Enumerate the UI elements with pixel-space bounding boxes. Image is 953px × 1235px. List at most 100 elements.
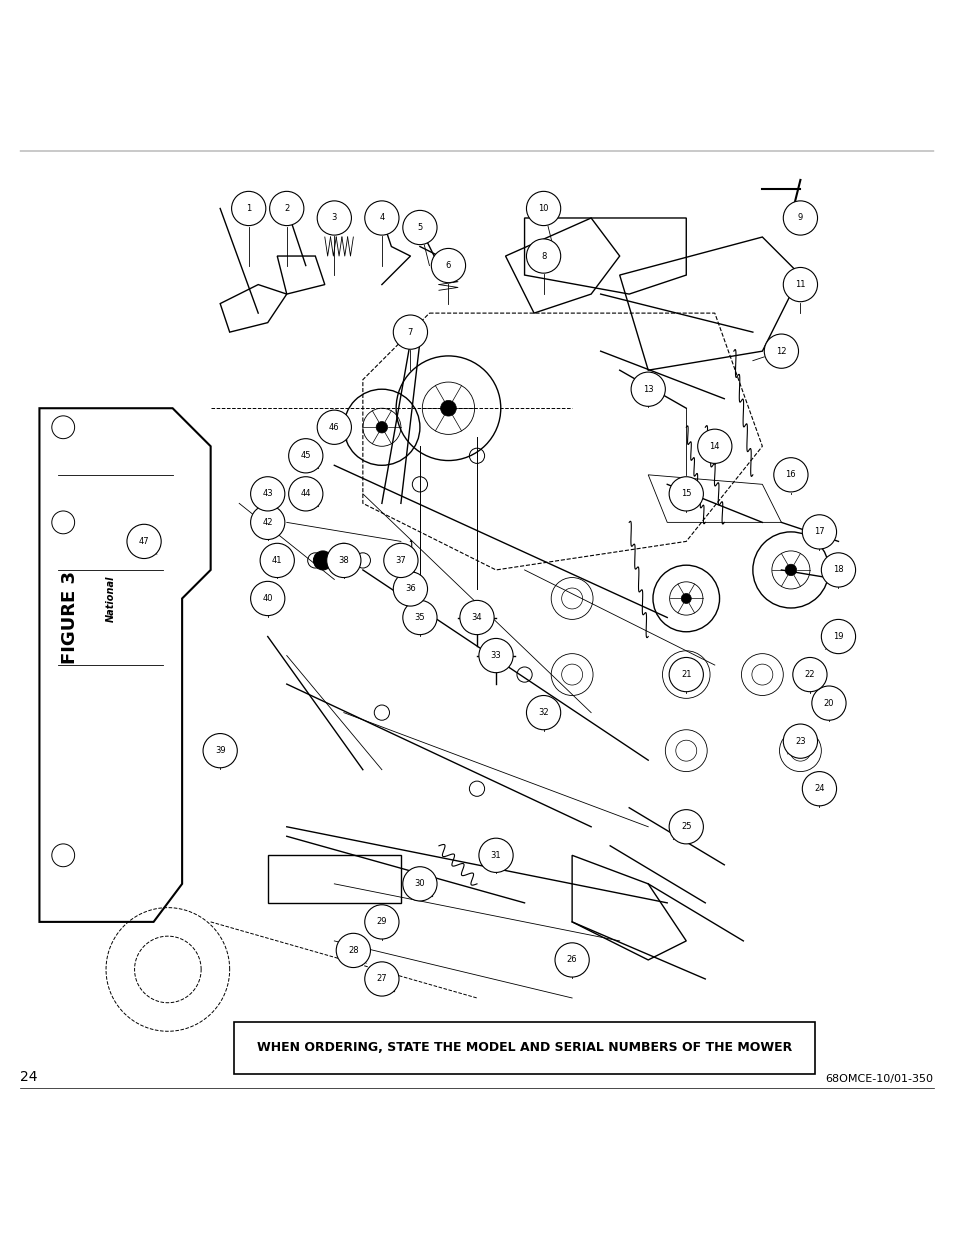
Circle shape: [232, 191, 266, 226]
Circle shape: [251, 505, 285, 540]
Circle shape: [402, 600, 436, 635]
Text: 32: 32: [537, 708, 548, 718]
Text: 20: 20: [822, 699, 833, 708]
Circle shape: [526, 191, 560, 226]
Circle shape: [289, 438, 322, 473]
Text: 19: 19: [832, 632, 842, 641]
Circle shape: [631, 372, 664, 406]
Text: 47: 47: [138, 537, 150, 546]
Circle shape: [440, 400, 456, 416]
Circle shape: [782, 201, 817, 235]
Text: 5: 5: [416, 224, 422, 232]
Text: 42: 42: [262, 517, 273, 527]
Text: 46: 46: [329, 422, 339, 432]
Circle shape: [668, 657, 702, 692]
Text: 39: 39: [214, 746, 225, 755]
Circle shape: [526, 238, 560, 273]
Text: 23: 23: [794, 736, 805, 746]
Circle shape: [782, 724, 817, 758]
Text: 24: 24: [813, 784, 823, 793]
Circle shape: [555, 942, 589, 977]
Text: 33: 33: [490, 651, 501, 659]
Text: 15: 15: [680, 489, 691, 499]
Circle shape: [811, 685, 845, 720]
Text: 11: 11: [795, 280, 805, 289]
Text: 45: 45: [300, 451, 311, 461]
Text: 13: 13: [642, 385, 653, 394]
Circle shape: [668, 810, 702, 844]
Text: 44: 44: [300, 489, 311, 499]
Circle shape: [801, 772, 836, 806]
Text: 1: 1: [246, 204, 251, 212]
Circle shape: [314, 551, 332, 569]
Circle shape: [364, 201, 398, 235]
Text: 36: 36: [405, 584, 416, 594]
Circle shape: [402, 210, 436, 245]
Circle shape: [680, 594, 691, 604]
Text: 9: 9: [797, 214, 802, 222]
Text: 3: 3: [332, 214, 336, 222]
Circle shape: [821, 553, 855, 587]
Circle shape: [393, 315, 427, 350]
Circle shape: [326, 543, 360, 578]
Text: 41: 41: [272, 556, 282, 564]
Circle shape: [260, 543, 294, 578]
Text: WHEN ORDERING, STATE THE MODEL AND SERIAL NUMBERS OF THE MOWER: WHEN ORDERING, STATE THE MODEL AND SERIA…: [256, 1041, 791, 1053]
Circle shape: [364, 962, 398, 997]
Circle shape: [478, 638, 513, 673]
Text: FIGURE 3: FIGURE 3: [61, 571, 79, 664]
Circle shape: [792, 657, 826, 692]
Text: 7: 7: [407, 327, 413, 337]
Text: 22: 22: [803, 671, 814, 679]
Text: 38: 38: [338, 556, 349, 564]
Circle shape: [526, 695, 560, 730]
Circle shape: [431, 248, 465, 283]
Circle shape: [270, 191, 304, 226]
Circle shape: [335, 934, 370, 967]
Text: 40: 40: [262, 594, 273, 603]
Text: 21: 21: [680, 671, 691, 679]
Circle shape: [668, 477, 702, 511]
Circle shape: [289, 477, 322, 511]
Text: 18: 18: [832, 566, 842, 574]
Text: 2: 2: [284, 204, 289, 212]
Text: 35: 35: [415, 613, 425, 622]
Text: 27: 27: [376, 974, 387, 983]
Circle shape: [801, 515, 836, 550]
Text: 25: 25: [680, 823, 691, 831]
Text: National: National: [106, 576, 115, 621]
Text: 68OMCE-10/01-350: 68OMCE-10/01-350: [824, 1073, 933, 1083]
Text: 31: 31: [490, 851, 501, 860]
Circle shape: [478, 839, 513, 872]
Text: 30: 30: [415, 879, 425, 888]
Circle shape: [316, 410, 351, 445]
Text: 26: 26: [566, 956, 577, 965]
Text: 6: 6: [445, 261, 451, 270]
Text: 14: 14: [709, 442, 720, 451]
Text: 37: 37: [395, 556, 406, 564]
Circle shape: [316, 201, 351, 235]
Circle shape: [782, 268, 817, 301]
Circle shape: [203, 734, 237, 768]
Circle shape: [127, 525, 161, 558]
Circle shape: [393, 572, 427, 606]
Circle shape: [821, 620, 855, 653]
Text: 10: 10: [537, 204, 548, 212]
Text: 12: 12: [776, 347, 786, 356]
Circle shape: [251, 582, 285, 615]
Text: 43: 43: [262, 489, 273, 499]
Text: 17: 17: [813, 527, 824, 536]
Text: 8: 8: [540, 252, 546, 261]
Circle shape: [251, 477, 285, 511]
Circle shape: [383, 543, 417, 578]
Text: 16: 16: [784, 471, 796, 479]
Circle shape: [773, 458, 807, 492]
Text: 29: 29: [376, 918, 387, 926]
Circle shape: [763, 333, 798, 368]
Circle shape: [697, 429, 731, 463]
Text: 24: 24: [20, 1070, 38, 1083]
Text: 28: 28: [348, 946, 358, 955]
Circle shape: [459, 600, 494, 635]
Circle shape: [364, 905, 398, 939]
Text: 34: 34: [471, 613, 482, 622]
